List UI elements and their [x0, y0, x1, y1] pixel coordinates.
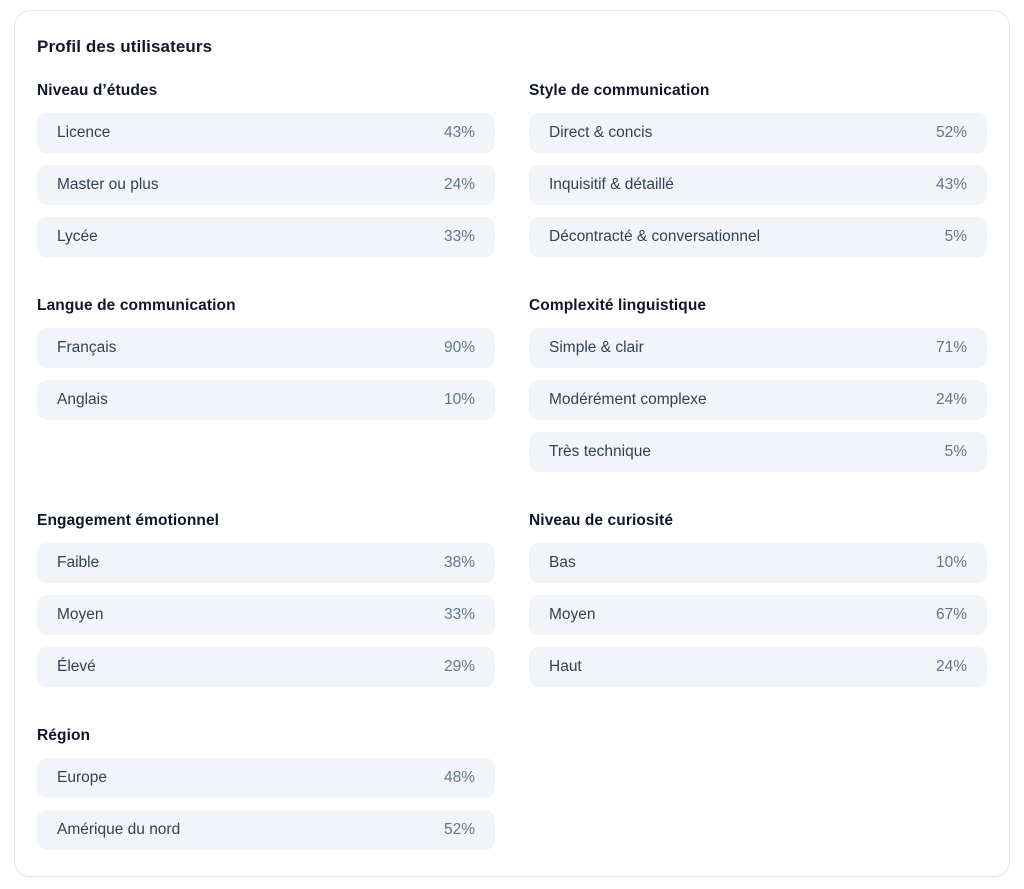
- stat-value: 48%: [443, 769, 475, 786]
- panel-title: Profil des utilisateurs: [37, 37, 213, 56]
- stat-value: 52%: [443, 821, 475, 838]
- section-title: Niveau d’études: [37, 82, 158, 99]
- stat-label: Élevé: [57, 658, 96, 675]
- stat-row: Modérément complexe 24%: [529, 380, 987, 420]
- stat-value: 10%: [935, 554, 967, 571]
- stat-label: Moyen: [57, 606, 104, 623]
- stat-row: Direct & concis 52%: [529, 113, 987, 153]
- section-rows: Direct & concis 52% Inquisitif & détaill…: [529, 113, 987, 257]
- stat-value: 67%: [935, 606, 967, 623]
- stat-row: Europe 48%: [37, 758, 495, 798]
- stat-label: Français: [57, 339, 117, 356]
- stat-row: Lycée 33%: [37, 217, 495, 257]
- stat-row: Bas 10%: [529, 543, 987, 583]
- stat-label: Inquisitif & détaillé: [549, 176, 674, 193]
- stat-value: 5%: [944, 228, 967, 245]
- stat-label: Faible: [57, 554, 100, 571]
- stat-row: Anglais 10%: [37, 380, 495, 420]
- stat-value: 43%: [443, 124, 475, 141]
- stat-label: Lycée: [57, 228, 98, 245]
- section-rows: Bas 10% Moyen 67% Haut 24%: [529, 543, 987, 687]
- stat-label: Décontracté & conversationnel: [549, 228, 761, 245]
- stat-row: Haut 24%: [529, 647, 987, 687]
- stat-row: Élevé 29%: [37, 647, 495, 687]
- section-niveau-d-etudes: Niveau d’études Licence 43% Master ou pl…: [37, 82, 495, 257]
- stat-value: 38%: [443, 554, 475, 571]
- section-rows: Français 90% Anglais 10%: [37, 328, 495, 420]
- stat-value: 24%: [935, 391, 967, 408]
- section-title: Niveau de curiosité: [529, 512, 674, 529]
- stat-value: 43%: [935, 176, 967, 193]
- stat-row: Inquisitif & détaillé 43%: [529, 165, 987, 205]
- section-title: Région: [37, 727, 91, 744]
- stat-label: Licence: [57, 124, 111, 141]
- stat-label: Direct & concis: [549, 124, 653, 141]
- stat-label: Amérique du nord: [57, 821, 181, 838]
- section-rows: Licence 43% Master ou plus 24% Lycée 33%: [37, 113, 495, 257]
- stat-value: 29%: [443, 658, 475, 675]
- section-title: Complexité linguistique: [529, 297, 707, 314]
- stat-row: Moyen 33%: [37, 595, 495, 635]
- stat-row: Français 90%: [37, 328, 495, 368]
- stat-label: Anglais: [57, 391, 108, 408]
- stat-label: Europe: [57, 769, 107, 786]
- stat-value: 5%: [944, 443, 967, 460]
- section-region: Région Europe 48% Amérique du nord 52%: [37, 727, 495, 850]
- stat-row: Simple & clair 71%: [529, 328, 987, 368]
- stat-label: Haut: [549, 658, 582, 675]
- stat-value: 90%: [443, 339, 475, 356]
- stat-label: Master ou plus: [57, 176, 159, 193]
- stat-value: 33%: [443, 606, 475, 623]
- user-profile-panel: Profil des utilisateurs Niveau d’études …: [14, 10, 1010, 877]
- stat-row: Moyen 67%: [529, 595, 987, 635]
- stat-label: Bas: [549, 554, 576, 571]
- stat-row: Master ou plus 24%: [37, 165, 495, 205]
- section-title: Style de communication: [529, 82, 710, 99]
- stat-label: Moyen: [549, 606, 596, 623]
- stat-label: Très technique: [549, 443, 651, 460]
- section-title: Engagement émotionnel: [37, 512, 220, 529]
- section-rows: Faible 38% Moyen 33% Élevé 29%: [37, 543, 495, 687]
- section-niveau-de-curiosite: Niveau de curiosité Bas 10% Moyen 67% Ha…: [529, 512, 987, 687]
- stat-label: Simple & clair: [549, 339, 644, 356]
- stat-value: 52%: [935, 124, 967, 141]
- section-style-de-communication: Style de communication Direct & concis 5…: [529, 82, 987, 257]
- stat-row: Faible 38%: [37, 543, 495, 583]
- stat-value: 24%: [935, 658, 967, 675]
- section-rows: Simple & clair 71% Modérément complexe 2…: [529, 328, 987, 472]
- stat-row: Très technique 5%: [529, 432, 987, 472]
- stat-row: Décontracté & conversationnel 5%: [529, 217, 987, 257]
- stat-value: 33%: [443, 228, 475, 245]
- sections-grid: Niveau d’études Licence 43% Master ou pl…: [37, 82, 987, 850]
- stat-row: Licence 43%: [37, 113, 495, 153]
- section-engagement-emotionnel: Engagement émotionnel Faible 38% Moyen 3…: [37, 512, 495, 687]
- section-complexite-linguistique: Complexité linguistique Simple & clair 7…: [529, 297, 987, 472]
- section-rows: Europe 48% Amérique du nord 52%: [37, 758, 495, 850]
- stat-row: Amérique du nord 52%: [37, 810, 495, 850]
- section-title: Langue de communication: [37, 297, 236, 314]
- stat-value: 24%: [443, 176, 475, 193]
- stat-value: 10%: [443, 391, 475, 408]
- section-langue-de-communication: Langue de communication Français 90% Ang…: [37, 297, 495, 420]
- stat-value: 71%: [935, 339, 967, 356]
- stat-label: Modérément complexe: [549, 391, 707, 408]
